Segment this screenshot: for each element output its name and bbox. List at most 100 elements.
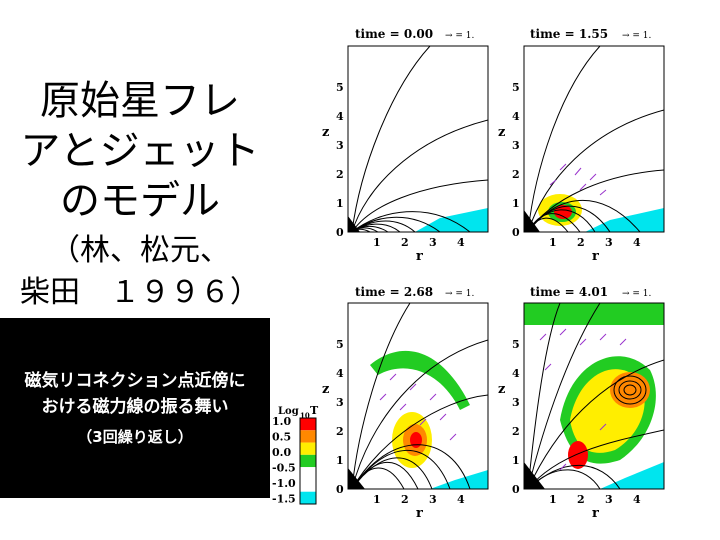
panel-3-xtick-4: 4 (457, 493, 465, 506)
panel-2-star (524, 210, 540, 232)
panel-1-ylabel: z (322, 125, 329, 140)
panel-1-time: time = 0.00 (355, 27, 434, 41)
panel-4-xtick-4: 4 (633, 493, 641, 506)
panel-1-ytick-4: 4 (336, 110, 344, 123)
panel-4-xlabel: r (592, 506, 599, 521)
panel-2-ylabel: z (498, 125, 505, 140)
colorbar-label-3: -0.5 (272, 462, 296, 475)
colorbar-block-6 (300, 491, 316, 504)
panel-4 (524, 303, 664, 489)
panel-3-arc-green (370, 350, 470, 410)
colorbar-title: Log (278, 406, 299, 417)
title-line-3: のモデル (60, 178, 220, 224)
colorbar-block-0 (300, 418, 316, 431)
panel-4-velocity-key: → = 1. (622, 289, 652, 299)
axes-layer: 1 2 3 4 r 0 1 2 3 4 5 z 1 2 3 4 r 0 1 2 3 4 5 z 1 2 3 4 r 0 1 2 3 4 5 z 1 2 3 4… (322, 81, 641, 521)
panel-1-xtick-3: 3 (429, 236, 437, 249)
panel-1-background (348, 46, 488, 232)
colorbar-label-2: 0.0 (272, 446, 291, 459)
colorbar-block-5 (300, 479, 316, 492)
panel-3-ytick-5: 5 (336, 338, 344, 351)
colorbar-label-4: -1.0 (272, 477, 296, 490)
panel-2-xtick-3: 3 (605, 236, 613, 249)
panel-4-ytick-4: 4 (512, 367, 520, 380)
panel-4-velocity-label: = 1. (632, 289, 652, 299)
panel-3-velocity-key: → = 1. (445, 289, 475, 299)
panel-2-velocity-arrows (549, 163, 607, 196)
panel-3-xtick-3: 3 (429, 493, 437, 506)
panel-1-velocity-label: = 1. (455, 31, 475, 41)
panel-2 (524, 46, 664, 232)
panel-1-ytick-2: 2 (336, 168, 344, 181)
caption-box: 磁気リコネクション点近傍に おける磁力線の振る舞い （3回繰り返し） (0, 318, 270, 498)
panel-2-ytick-5: 5 (512, 81, 520, 94)
panel-2-field-lines (527, 46, 664, 232)
colorbar-block-3 (300, 454, 316, 468)
panel-1-ytick-0: 0 (336, 226, 344, 239)
panel-4-ytick-1: 1 (512, 454, 520, 467)
panel-3-ytick-3: 3 (336, 396, 344, 409)
caption-line-3: （3回繰り返し） (77, 428, 193, 446)
authors-line-2: 柴田 １９９６） (20, 275, 260, 310)
panel-1-ytick-3: 3 (336, 139, 344, 152)
panel-4-xtick-1: 1 (549, 493, 557, 506)
panel-4-hot-red (568, 441, 588, 469)
caption-line-1: 磁気リコネクション点近傍に (24, 371, 246, 391)
panel-4-disk (600, 462, 664, 489)
panel-2-velocity-key: → = 1. (622, 31, 652, 41)
panel-1-velocity-key: → = 1. (445, 31, 475, 41)
panel-3-velocity-label: = 1. (455, 289, 475, 299)
panel-2-ytick-0: 0 (512, 226, 520, 239)
panel-2-xtick-1: 1 (549, 236, 557, 249)
panel-4-time: time = 4.01 (530, 285, 609, 299)
panel-2-ytick-2: 2 (512, 168, 520, 181)
panel-3-disk (430, 470, 488, 489)
panel-1-ytick-5: 5 (336, 81, 344, 94)
panel-3-ytick-1: 1 (336, 454, 344, 467)
colorbar-label-5: -1.5 (272, 493, 296, 506)
panel-4-star (524, 462, 545, 489)
panel-2-xtick-4: 4 (633, 236, 641, 249)
title-line-2: アとジェット (20, 128, 260, 174)
colorbar-blocks (300, 418, 316, 504)
caption-line-2: おける磁力線の振る舞い (41, 397, 229, 417)
panel-4-xtick-3: 3 (605, 493, 613, 506)
panel-2-ytick-4: 4 (512, 110, 520, 123)
panel-4-ytick-5: 5 (512, 338, 520, 351)
authors-line-1: （林、松元、 (50, 233, 230, 268)
colorbar-frame (299, 417, 317, 505)
panel-3-xlabel: r (416, 506, 423, 521)
colorbar-block-4 (300, 467, 316, 480)
panel-1-frame (347, 45, 489, 233)
panel-4-velocity-arrows (539, 328, 627, 471)
panel-1-xlabel: r (416, 249, 423, 264)
panel-3-ytick-0: 0 (336, 483, 344, 496)
panel-4-ytick-3: 3 (512, 396, 520, 409)
panel-1 (348, 46, 488, 232)
panel-4-ylabel: z (498, 382, 505, 397)
panel-3-star (348, 468, 365, 489)
panel-2-xtick-2: 2 (577, 236, 585, 249)
panel-2-velocity-label: = 1. (632, 31, 652, 41)
panel-4-xtick-2: 2 (577, 493, 585, 506)
panel-3-xtick-1: 1 (373, 493, 381, 506)
panel-2-xlabel: r (592, 249, 599, 264)
panel-3-frame (347, 302, 489, 490)
colorbar-block-1 (300, 430, 316, 443)
title-line-1: 原始星フレ (40, 78, 240, 124)
panel-1-xtick-4: 4 (457, 236, 465, 249)
panel-3 (348, 303, 488, 489)
panel-3-ytick-4: 4 (336, 367, 344, 380)
panel-1-ytick-1: 1 (336, 197, 344, 210)
panel-2-ytick-1: 1 (512, 197, 520, 210)
colorbar-label-0: 1.0 (272, 415, 291, 428)
panel-3-velocity-arrows (379, 373, 457, 441)
panel-2-ytick-3: 3 (512, 139, 520, 152)
colorbar-block-2 (300, 442, 316, 455)
panel-2-time: time = 1.55 (530, 27, 609, 41)
panel-4-hot-orange (610, 372, 650, 408)
panel-4-frame (523, 302, 665, 490)
panel-4-top-band (524, 303, 664, 325)
panel-1-xtick-2: 2 (401, 236, 409, 249)
